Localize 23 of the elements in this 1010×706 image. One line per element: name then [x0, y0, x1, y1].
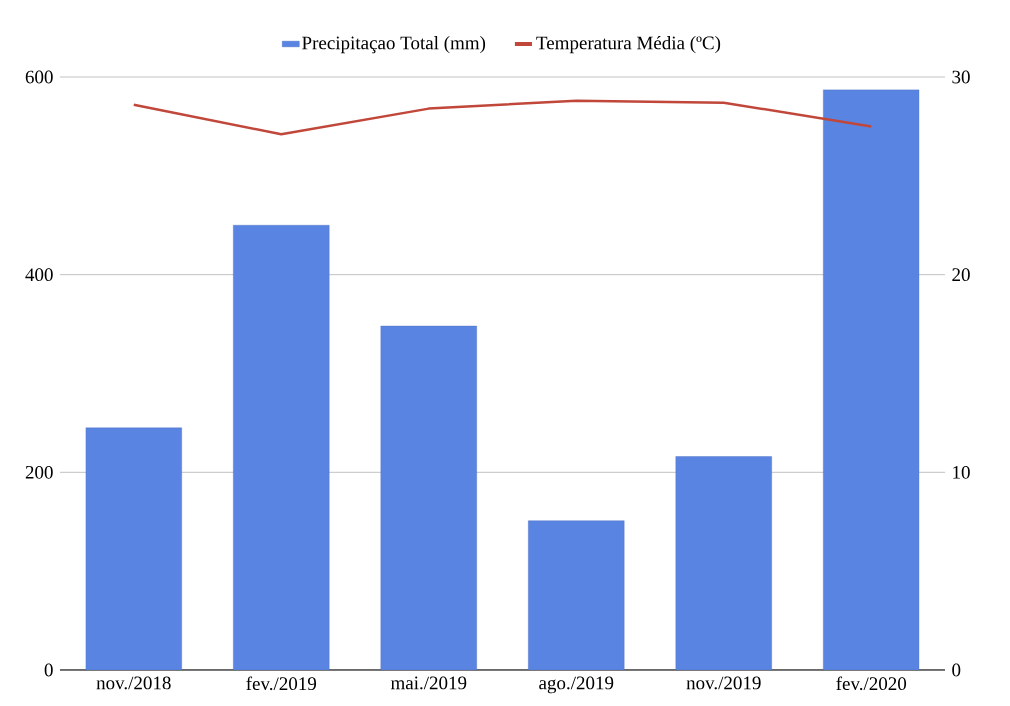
y-tick-label: 600	[25, 70, 53, 84]
x-tick-label: nov./2019	[686, 676, 761, 690]
y-tick-label: 200	[25, 465, 53, 479]
y2-tick-label: 20	[952, 268, 970, 282]
y-tick-label: 400	[25, 268, 53, 282]
bar	[85, 427, 182, 670]
bar	[380, 325, 477, 670]
x-tick-label: mai./2019	[390, 676, 467, 690]
y-tick-label: 0	[44, 663, 53, 677]
bar	[528, 520, 625, 670]
bar	[823, 89, 920, 670]
y2-tick-label: 10	[953, 465, 970, 479]
x-tick-label: ago./2019	[539, 676, 614, 694]
bar	[675, 456, 772, 670]
legend-label: Temperatura Média (ºC)	[536, 35, 721, 54]
legend-label: Precipitaçao Total (mm)	[302, 36, 486, 54]
x-tick-label: nov./2018	[96, 676, 171, 690]
y2-tick-label: 30	[952, 70, 970, 84]
x-tick-label: fev./2019	[246, 676, 317, 691]
line-series	[132, 99, 873, 136]
y2-tick-label: 0	[952, 663, 961, 677]
bar	[233, 225, 330, 670]
x-tick-label: fev./2020	[836, 676, 907, 691]
